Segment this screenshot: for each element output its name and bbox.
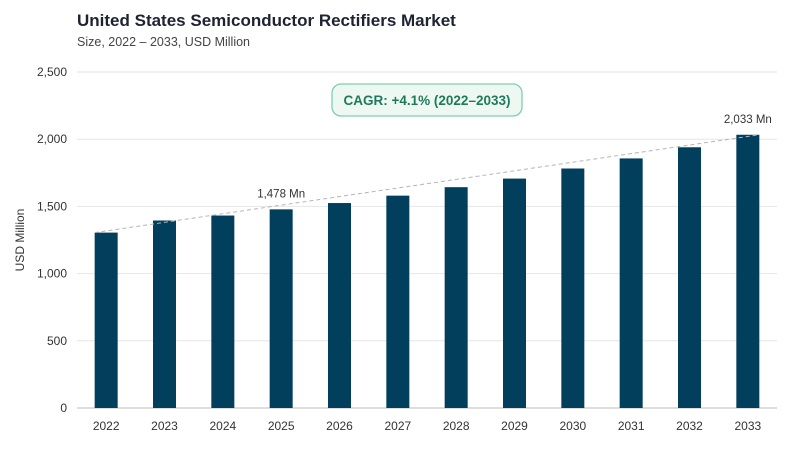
x-tick-label: 2032	[676, 419, 703, 433]
y-tick-label: 1,500	[37, 199, 67, 213]
y-axis-ticks: 0 500 1,000 1,500 2,000 2,500	[37, 65, 67, 415]
bar-2031	[619, 158, 643, 408]
chart-title: United States Semiconductor Rectifiers M…	[77, 11, 456, 30]
bar-2032	[678, 147, 701, 408]
bars	[94, 134, 760, 408]
trend-line	[94, 134, 760, 234]
bar-2029	[503, 178, 526, 408]
value-label-2025: 1,478 Mn	[257, 188, 305, 200]
bar-2027	[386, 195, 410, 408]
y-tick-label: 1,000	[37, 267, 67, 281]
x-tick-label: 2030	[559, 419, 586, 433]
x-tick-label: 2023	[151, 419, 178, 433]
bar-2033	[736, 134, 760, 408]
bar-2022	[94, 232, 118, 408]
bar-2030	[561, 168, 585, 408]
bar-2023	[153, 220, 176, 408]
y-tick-label: 500	[47, 334, 67, 348]
y-axis-label: USD Million	[13, 209, 27, 272]
x-tick-label: 2033	[734, 419, 761, 433]
x-tick-label: 2028	[443, 419, 470, 433]
bar-2028	[444, 187, 468, 408]
cagr-badge: CAGR: +4.1% (2022–2033)	[331, 83, 523, 117]
value-label-2033: 2,033 Mn	[724, 114, 772, 126]
x-tick-label: 2026	[326, 419, 353, 433]
chart-subtitle: Size, 2022 – 2033, USD Million	[77, 35, 251, 49]
y-tick-label: 2,000	[37, 132, 67, 146]
cagr-badge-box	[331, 83, 523, 117]
bar-2026	[328, 203, 351, 408]
x-tick-label: 2029	[501, 419, 528, 433]
x-tick-label: 2025	[268, 419, 295, 433]
x-axis-ticks: 2022 2023 2024 2025 2026 2027 2028 2029 2030 2031…	[93, 419, 762, 433]
y-tick-label: 0	[60, 401, 67, 415]
bar-2025	[269, 209, 293, 408]
x-tick-label: 2024	[209, 419, 236, 433]
bar-2024	[211, 215, 235, 408]
x-tick-label: 2031	[618, 419, 645, 433]
y-tick-label: 2,500	[37, 65, 67, 79]
x-tick-label: 2027	[384, 419, 411, 433]
x-tick-label: 2022	[93, 419, 120, 433]
value-annotations: 1,478 Mn 2,033 Mn	[257, 114, 772, 201]
gridlines	[77, 71, 777, 409]
cagr-label: CAGR: +4.1% (2022–2033)	[344, 93, 511, 108]
